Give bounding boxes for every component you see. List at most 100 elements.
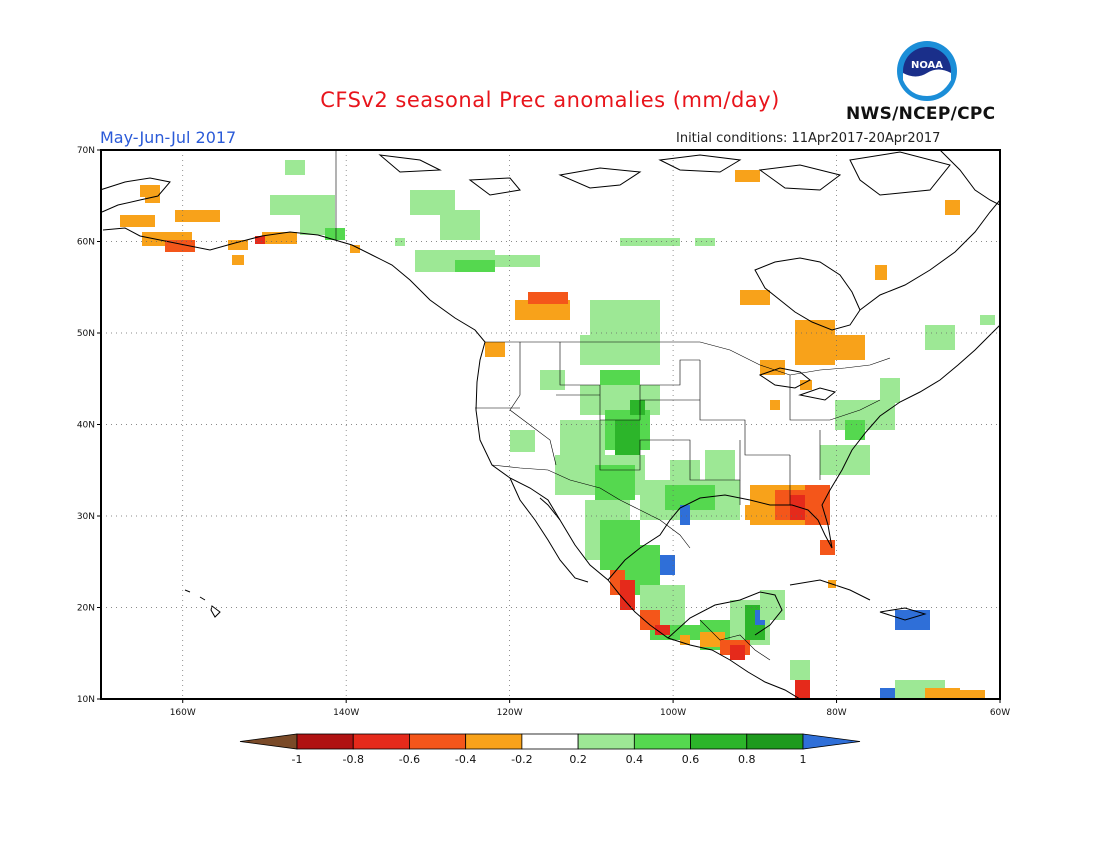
anomaly-cell xyxy=(145,195,160,203)
lon-label: 120W xyxy=(497,708,523,718)
anomaly-cell xyxy=(595,465,635,500)
anomaly-cell xyxy=(810,335,865,360)
coastlines xyxy=(101,150,1000,699)
anomaly-cell xyxy=(620,238,680,246)
anomaly-cell xyxy=(735,170,760,182)
lat-label: 10N xyxy=(77,695,95,705)
anomaly-cell xyxy=(745,505,775,520)
anomaly-cell xyxy=(945,200,960,215)
anomaly-cell xyxy=(120,215,155,227)
colorbar-label: 0.2 xyxy=(569,753,587,766)
colorbar-bin xyxy=(633,733,691,750)
anomaly-cell xyxy=(528,292,568,304)
anomaly-cell xyxy=(270,195,335,215)
anomaly-cell xyxy=(845,420,865,440)
colorbar-label: 1 xyxy=(800,753,807,766)
political-borders xyxy=(335,150,891,661)
anomaly-cell xyxy=(515,300,570,320)
anomaly-cell xyxy=(770,400,780,410)
anomaly-cell xyxy=(540,370,565,390)
anomaly-cell xyxy=(880,378,900,403)
anomaly-cell xyxy=(485,342,505,357)
anomaly-cell xyxy=(255,236,265,244)
lat-label: 70N xyxy=(77,146,95,156)
lon-label: 140W xyxy=(333,708,359,718)
anomaly-cell xyxy=(350,245,360,253)
anomaly-cell xyxy=(875,265,887,280)
anomaly-cell xyxy=(795,680,810,699)
anomaly-cell xyxy=(630,400,645,415)
anomaly-cells xyxy=(120,160,995,699)
agency-label: NWS/NCEP/CPC xyxy=(846,104,996,124)
anomaly-cell xyxy=(820,540,835,555)
anomaly-cell xyxy=(560,420,605,460)
anomaly-cell xyxy=(615,420,640,455)
colorbar-bin xyxy=(521,733,579,750)
colorbar-label: -1 xyxy=(292,753,303,766)
anomaly-cell xyxy=(740,290,770,305)
colorbar-arrow-high xyxy=(802,733,861,750)
colorbar-bin xyxy=(577,733,635,750)
colorbar-bin xyxy=(296,733,354,750)
anomaly-cell xyxy=(495,255,540,267)
anomaly-cell xyxy=(285,160,305,175)
anomaly-cell xyxy=(660,555,675,575)
anomaly-cell xyxy=(980,315,995,325)
lon-label: 80W xyxy=(826,708,846,718)
anomaly-cell xyxy=(600,370,640,385)
initial-conditions: Initial conditions: 11Apr2017-20Apr2017 xyxy=(676,131,941,146)
anomaly-cell xyxy=(455,260,495,272)
anomaly-cell xyxy=(440,210,480,240)
colorbar-label: 0.6 xyxy=(682,753,700,766)
colorbar-bin xyxy=(352,733,410,750)
anomaly-cell xyxy=(670,460,700,480)
colorbar-label: -0.8 xyxy=(342,753,363,766)
anomaly-cell xyxy=(700,632,725,647)
anomaly-cell xyxy=(800,380,812,390)
anomaly-cell xyxy=(820,445,870,475)
lat-label: 50N xyxy=(77,329,95,339)
colorbar: -1 -0.8 -0.6 -0.4 -0.2 0.2 0.4 0.6 0.8 1 xyxy=(239,733,861,766)
colorbar-label: -0.4 xyxy=(455,753,476,766)
lat-label: 20N xyxy=(77,604,95,614)
lat-label: 60N xyxy=(77,238,95,248)
forecast-period: May-Jun-Jul 2017 xyxy=(100,128,237,147)
anomaly-cell xyxy=(175,210,220,222)
anomaly-cell xyxy=(620,580,635,610)
anomaly-cell xyxy=(395,238,405,246)
lon-label: 160W xyxy=(170,708,196,718)
axis-ticks: 70N 60N 50N 40N 30N 20N 10N 160W 140W 120W 100W 80W… xyxy=(77,146,1010,718)
colorbar-arrow-low xyxy=(239,733,298,750)
noaa-logo-icon: NOAA xyxy=(897,41,957,101)
anomaly-cell xyxy=(580,335,660,365)
colorbar-label: -0.2 xyxy=(511,753,532,766)
anomaly-cell xyxy=(140,185,160,197)
anomaly-cell xyxy=(925,688,960,699)
colorbar-bin xyxy=(690,733,748,750)
colorbar-label: -0.6 xyxy=(399,753,420,766)
colorbar-bin xyxy=(746,733,804,750)
lat-label: 30N xyxy=(77,512,95,522)
anomaly-cell xyxy=(325,228,345,240)
anomaly-cell xyxy=(880,688,900,699)
colorbar-bin xyxy=(465,733,523,750)
anomaly-cell xyxy=(895,610,930,630)
anomaly-cell xyxy=(655,625,670,635)
colorbar-bin xyxy=(409,733,467,750)
anomaly-cell xyxy=(680,505,690,525)
colorbar-label: 0.4 xyxy=(626,753,644,766)
anomaly-cell xyxy=(228,240,248,250)
anomaly-cell xyxy=(232,255,244,265)
anomaly-cell xyxy=(960,690,985,699)
lat-label: 40N xyxy=(77,421,95,431)
anomaly-cell xyxy=(705,450,735,480)
lon-label: 60W xyxy=(990,708,1010,718)
colorbar-label: 0.8 xyxy=(738,753,756,766)
logo-text: NOAA xyxy=(911,60,943,71)
anomaly-cell xyxy=(760,360,785,375)
map-title: CFSv2 seasonal Prec anomalies (mm/day) xyxy=(320,88,780,112)
anomaly-cell xyxy=(925,325,955,350)
anomaly-cell xyxy=(695,238,715,246)
lon-label: 100W xyxy=(660,708,686,718)
